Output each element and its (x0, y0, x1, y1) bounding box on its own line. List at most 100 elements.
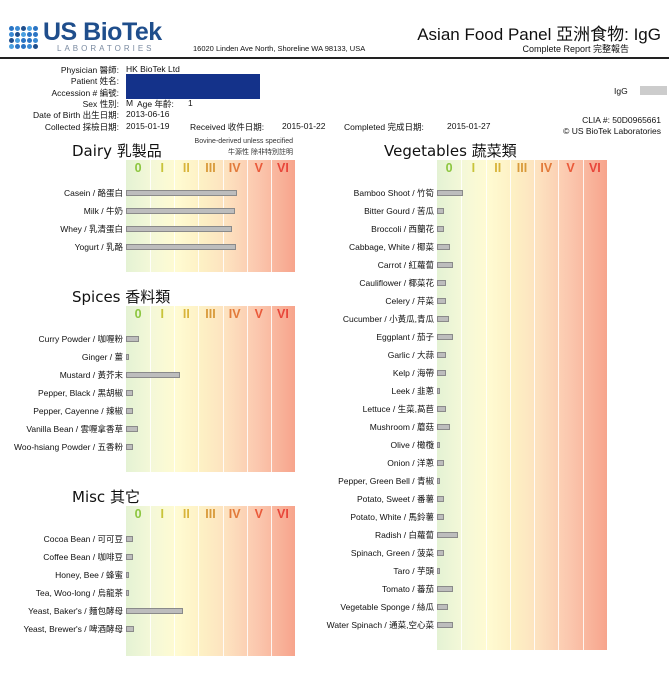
dairy-class-header-IV: IV (228, 161, 241, 175)
spices-title: Spices 香料類 (72, 288, 171, 306)
dairy-result-bar (126, 208, 235, 214)
vegetables-result-bar (437, 460, 445, 466)
vegetables-result-bar (437, 370, 446, 376)
logo-dot (33, 38, 38, 43)
logo-dot (27, 38, 32, 43)
spices-item-label: Mustard / 黃芥末 (59, 370, 123, 380)
misc-class-header-I: I (160, 507, 164, 521)
vegetables-class-header-I: I (471, 161, 476, 175)
spices-item-label: Vanilla Bean / 雲喱拿香草 (26, 424, 123, 434)
vegetables-class-divider (485, 160, 487, 650)
spices-class-divider (246, 306, 248, 472)
dairy-class-header-V: V (254, 161, 263, 175)
misc-item-label: Coffee Bean / 咖啡豆 (43, 552, 123, 562)
dob-value: 2013-06-16 (126, 109, 170, 119)
vegetables-result-bar (437, 604, 448, 610)
vegetables-result-bar (437, 226, 445, 232)
vegetables-result-bar (437, 586, 453, 592)
vegetables-result-bar (437, 622, 453, 628)
vegetables-item-label: Onion / 洋蔥 (387, 458, 434, 468)
vegetables-class-divider (582, 160, 584, 650)
vegetables-result-bar (437, 244, 451, 250)
spices-class-header-V: V (254, 307, 263, 321)
spices-result-bar (126, 336, 140, 342)
brand-subtitle: LABORATORIES (57, 44, 155, 53)
patient-label: Patient 姓名: (70, 76, 119, 86)
vegetables-item-label: Celery / 芹菜 (385, 296, 434, 306)
misc-result-bar (126, 536, 134, 542)
vegetables-result-bar (437, 550, 445, 556)
clia-number: CLIA #: 50D0965661 (582, 115, 661, 125)
spices-class-header-VI: VI (277, 307, 289, 321)
misc-class-header-VI: VI (277, 507, 289, 521)
vegetables-title: Vegetables 蔬菜類 (384, 142, 517, 160)
igg-value-box (640, 86, 667, 95)
dairy-class-divider (198, 160, 200, 272)
vegetables-result-bar (437, 190, 463, 196)
sex-label: Sex 性別: (82, 99, 119, 109)
logo-dot (21, 44, 26, 49)
misc-result-bar (126, 626, 135, 632)
report-title: Asian Food Panel 亞洲食物: IgG (417, 25, 661, 44)
vegetables-result-bar (437, 262, 453, 268)
logo-dot (9, 32, 14, 37)
logo-dot (9, 38, 14, 43)
vegetables-chart-background (437, 160, 607, 650)
logo-dot (15, 32, 20, 37)
vegetables-result-bar (437, 352, 446, 358)
vegetables-item-label: Pepper, Green Bell / 青椒 (338, 476, 434, 486)
dairy-class-divider (270, 160, 272, 272)
spices-class-divider (198, 306, 200, 472)
logo-dot (33, 26, 38, 31)
misc-chart-background (126, 506, 295, 656)
spices-class-header-I: I (160, 307, 164, 321)
misc-class-header-II: II (182, 507, 190, 521)
vegetables-item-label: Carrot / 紅蘿蔔 (377, 260, 434, 270)
dairy-class-header-I: I (160, 161, 164, 175)
vegetables-item-label: Water Spinach / 通菜,空心菜 (326, 620, 434, 630)
dairy-note: Bovine-derived unless specified (194, 138, 293, 145)
spices-class-divider (174, 306, 176, 472)
dairy-chart-background (126, 160, 295, 272)
vegetables-item-label: Olive / 橄欖 (390, 440, 434, 450)
vegetables-class-header-0: 0 (445, 161, 453, 175)
vegetables-result-bar (437, 298, 446, 304)
vegetables-item-label: Eggplant / 茄子 (376, 332, 434, 342)
logo-dot (27, 32, 32, 37)
received-label: Received 收件日期: (190, 122, 265, 132)
vegetables-result-bar (437, 424, 451, 430)
vegetables-result-bar (437, 442, 440, 448)
logo-dot (21, 32, 26, 37)
spices-class-header-0: 0 (134, 307, 142, 321)
vegetables-result-bar (437, 334, 453, 340)
vegetables-class-header-IV: IV (540, 161, 553, 175)
vegetables-result-bar (437, 478, 440, 484)
physician-label: Physician 醫師: (60, 65, 119, 75)
lab-address: 16020 Linden Ave North, Shoreline WA 981… (193, 44, 366, 53)
misc-class-header-0: 0 (134, 507, 142, 521)
logo-dot (15, 38, 20, 43)
misc-class-divider (246, 506, 248, 656)
sex-value: M (126, 98, 134, 108)
misc-class-header-IV: IV (228, 507, 241, 521)
report-subtitle: Complete Report 完整報告 (522, 44, 629, 54)
vegetables-result-bar (437, 568, 440, 574)
vegetables-item-label: Cauliflower / 椰菜花 (359, 278, 434, 288)
logo-mark (9, 24, 39, 50)
vegetables-result-bar (437, 532, 458, 538)
spices-result-bar (126, 444, 134, 450)
vegetables-result-bar (437, 208, 445, 214)
dairy-note-chinese: 牛源性 除非特別註明 (228, 149, 293, 156)
igg-label: IgG (614, 86, 628, 96)
vegetables-item-label: Kelp / 海帶 (392, 368, 434, 378)
vegetables-class-header-III: III (516, 161, 528, 175)
vegetables-item-label: Leek / 韭蔥 (391, 386, 434, 396)
logo-dot (21, 26, 26, 31)
spices-class-header-II: II (182, 307, 190, 321)
spices-result-bar (126, 390, 134, 396)
misc-result-bar (126, 572, 129, 578)
spices-item-label: Pepper, Black / 黑胡椒 (37, 388, 123, 398)
dairy-item-label: Yogurt / 乳酪 (74, 242, 123, 252)
redacted-patient-info (126, 74, 260, 99)
vegetables-result-bar (437, 388, 440, 394)
